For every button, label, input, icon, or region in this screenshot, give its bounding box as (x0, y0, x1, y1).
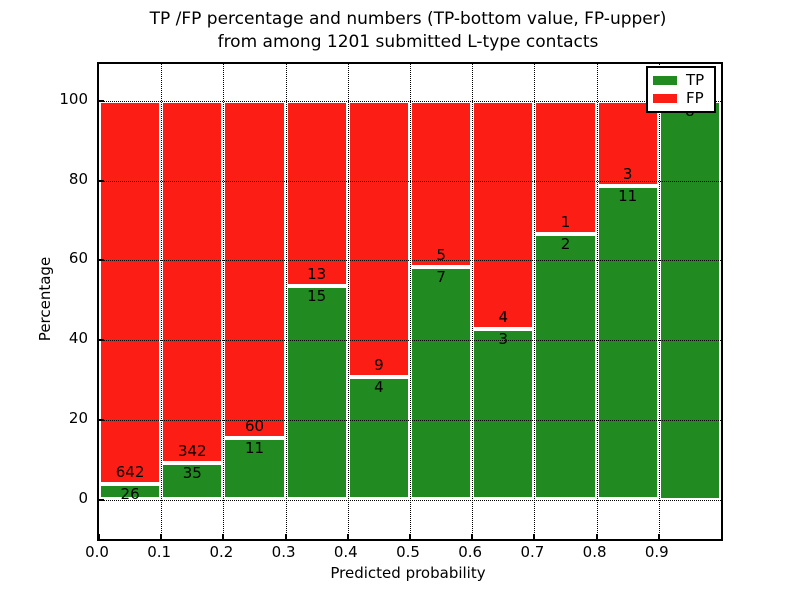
bar-tp-count-label: 35 (182, 463, 202, 482)
vertical-gridline (347, 64, 349, 539)
legend-item-tp: TP (653, 70, 709, 89)
bar-fp-segment (347, 101, 410, 377)
x-tick-label: 0.0 (85, 543, 109, 561)
legend-label-tp: TP (686, 70, 705, 89)
bar-fp-count-label: 9 (374, 355, 384, 374)
x-tick-mark (595, 534, 598, 539)
x-tick-label: 0.8 (582, 543, 607, 561)
chart-title-line1: TP /FP percentage and numbers (TP-bottom… (149, 9, 667, 29)
bar-tp-count-label: 11 (244, 438, 265, 457)
x-tick-mark (471, 534, 474, 539)
bar-fp-segment (223, 101, 286, 438)
legend: TP FP (646, 66, 716, 113)
bar-tp-count-label: 4 (374, 377, 384, 396)
bar-tp-segment (596, 186, 659, 500)
bar-fp-count-label: 13 (307, 265, 327, 284)
y-tick-label: 40 (68, 329, 88, 348)
bar-fp-count-label: 3 (622, 165, 633, 184)
bar-tp-count-label: 7 (436, 268, 446, 287)
bar-tp-segment (347, 376, 410, 500)
x-tick-label: 0.1 (147, 543, 172, 561)
bar-fp-count-label: 4 (498, 307, 509, 326)
x-tick-label: 0.7 (520, 543, 545, 561)
bar-fp-count-label: 5 (436, 246, 446, 265)
x-tick-mark (409, 534, 411, 539)
bar-fp-count-label: 1 (560, 212, 571, 231)
y-tick-mark (99, 259, 104, 262)
tp-color-swatch (653, 75, 677, 85)
legend-item-fp: FP (653, 91, 709, 106)
bar-fp-segment (99, 101, 162, 484)
chart-title-line2: from among 1201 submitted L-type contact… (217, 32, 599, 52)
y-tick-mark (99, 418, 104, 421)
x-tick-mark (160, 534, 163, 539)
y-tick-label: 60 (68, 249, 88, 268)
y-tick-mark (99, 179, 104, 182)
fp-color-swatch (653, 94, 677, 104)
bar-fp-count-label: 342 (177, 441, 207, 460)
x-tick-label: 0.4 (333, 543, 358, 561)
bar-tp-count-label: 26 (120, 484, 140, 503)
x-tick-label: 0.9 (644, 543, 669, 561)
chart-title: TP /FP percentage and numbers (TP-bottom… (0, 8, 800, 54)
y-tick-mark (99, 100, 104, 102)
x-tick-mark (284, 534, 287, 539)
bar-fp-segment (161, 101, 224, 463)
bar-fp-segment (596, 101, 659, 187)
x-tick-mark (346, 534, 349, 539)
x-tick-label: 0.3 (271, 543, 296, 561)
bar-tp-segment (285, 286, 348, 500)
legend-label-fp: FP (686, 89, 704, 108)
x-tick-mark (533, 534, 536, 539)
y-tick-mark (99, 498, 104, 501)
vertical-gridline (410, 64, 411, 539)
bar-tp-segment (534, 233, 597, 500)
vertical-gridline (223, 64, 225, 539)
bar-tp-count-label: 15 (307, 287, 327, 306)
vertical-gridline (472, 64, 474, 539)
bar-fp-count-label: 642 (115, 462, 145, 481)
x-tick-label: 0.6 (458, 543, 483, 561)
bar-tp-segment (99, 483, 162, 500)
bar-tp-segment (472, 328, 535, 500)
bar-fp-count-label: 60 (244, 416, 265, 435)
vertical-gridline (161, 64, 163, 539)
bar-tp-segment (410, 267, 473, 500)
x-tick-mark (98, 534, 100, 539)
bar-tp-count-label: 11 (618, 187, 638, 206)
x-tick-label: 0.2 (209, 543, 234, 561)
bar-tp-count-label: 3 (498, 329, 509, 348)
y-tick-label: 20 (68, 408, 88, 427)
y-tick-label: 80 (68, 169, 88, 188)
y-tick-label: 100 (59, 90, 88, 108)
bar-fp-segment (285, 101, 348, 287)
vertical-gridline (658, 64, 660, 539)
x-axis-label: Predicted probability (330, 564, 486, 582)
plot-area: 642263423560111315945743123118 (97, 62, 723, 541)
y-tick-mark (99, 339, 104, 342)
vertical-gridline (285, 64, 287, 539)
bar-fp-segment (534, 101, 597, 234)
vertical-gridline (596, 64, 598, 539)
x-tick-mark (657, 534, 660, 539)
bar-tp-segment (161, 462, 224, 500)
x-tick-mark (222, 534, 225, 539)
y-tick-label: 0 (78, 488, 88, 507)
bar-fp-segment (410, 101, 473, 268)
bar-tp-count-label: 2 (560, 234, 571, 253)
x-tick-label: 0.5 (396, 543, 420, 561)
bar-fp-segment (472, 101, 535, 329)
vertical-gridline (534, 64, 536, 539)
bar-tp-segment (223, 437, 286, 500)
bar-tp-segment (658, 101, 721, 500)
